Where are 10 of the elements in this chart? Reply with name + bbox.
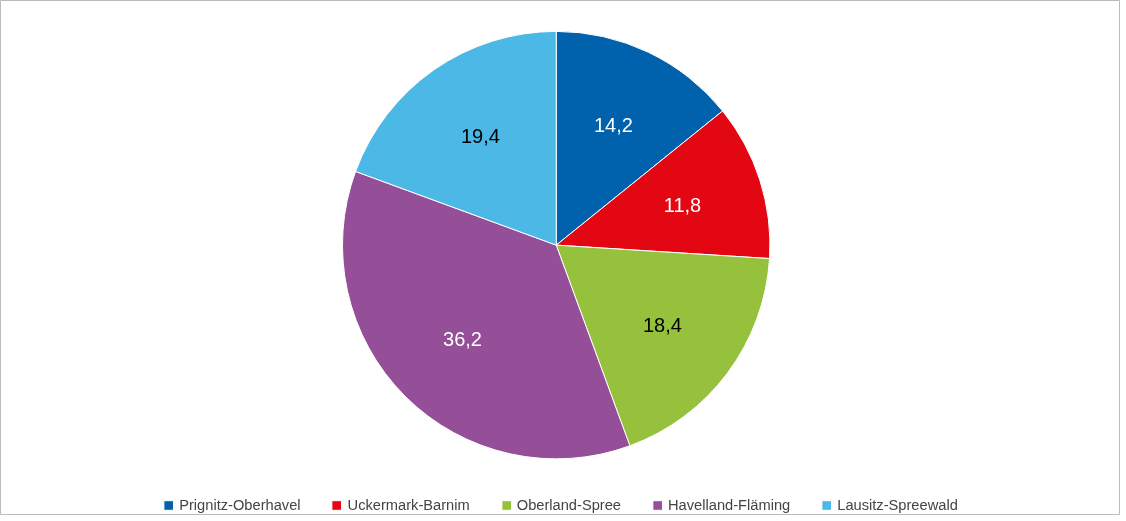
- legend-label: Lausitz-Spreewald: [837, 497, 958, 513]
- legend-label: Uckermark-Barnim: [347, 497, 470, 513]
- legend-label: Havelland-Fläming: [668, 497, 791, 513]
- legend-label: Oberland-Spree: [516, 497, 622, 513]
- data-label: 11,8: [663, 193, 702, 216]
- legend-label: Prignitz-Oberhavel: [179, 497, 301, 513]
- data-label: 14,2: [593, 114, 633, 137]
- data-label: 36,2: [443, 328, 482, 351]
- data-label: 19,4: [460, 125, 500, 148]
- data-label: 18,4: [642, 313, 682, 336]
